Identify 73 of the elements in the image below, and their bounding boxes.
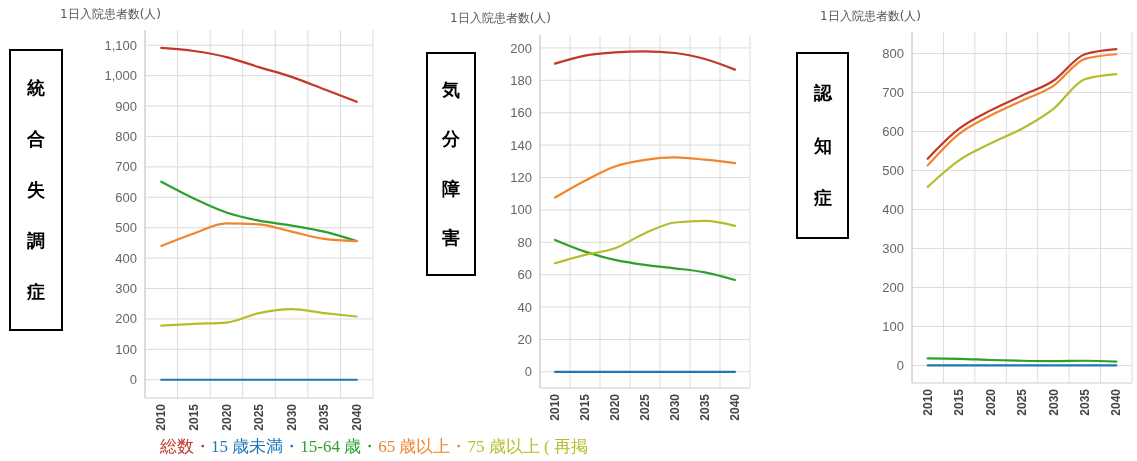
y-tick-label: 0 xyxy=(524,364,532,380)
y-tick-label: 600 xyxy=(882,124,904,139)
text: 総数・ xyxy=(159,437,211,456)
x-tick-label: 2030 xyxy=(284,403,299,431)
line-series xyxy=(553,50,737,71)
y-tick-label: 700 xyxy=(882,85,904,100)
y-tick-label: 800 xyxy=(115,129,137,144)
line-series xyxy=(160,46,358,103)
y-tick-label: 200 xyxy=(882,280,904,295)
line-series xyxy=(553,219,737,265)
text: 15 歳未満・ xyxy=(211,437,301,456)
y-tick-label: 0 xyxy=(896,358,904,373)
y-tick-label: 200 xyxy=(115,311,137,327)
x-tick-label: 2035 xyxy=(1078,388,1093,416)
y-tick-label: 400 xyxy=(115,250,137,266)
y-tick-label: 300 xyxy=(115,281,137,297)
x-tick-label: 2015 xyxy=(578,393,593,421)
y-tick-label: 500 xyxy=(882,163,904,178)
chart-title: 認知症 xyxy=(813,81,832,209)
x-tick-label: 2015 xyxy=(952,388,967,416)
y-tick-label: 500 xyxy=(115,220,137,236)
y-tick-label: 40 xyxy=(517,299,532,315)
y-tick-label: 800 xyxy=(882,46,904,61)
y-tick-label: 160 xyxy=(510,105,532,121)
text: 75 歳以上 ( 再掲 xyxy=(467,437,588,456)
x-tick-label: 2020 xyxy=(219,403,234,431)
x-tick-label: 2010 xyxy=(920,388,935,416)
line-series xyxy=(553,238,737,282)
line-series xyxy=(160,222,358,248)
y-tick-label: 100 xyxy=(882,319,904,334)
y-axis-title: 1日入院患者数(人) xyxy=(450,11,551,25)
x-tick-label: 2030 xyxy=(1046,388,1061,416)
y-tick-label: 900 xyxy=(115,98,137,114)
x-tick-label: 2025 xyxy=(1015,388,1030,416)
y-tick-label: 0 xyxy=(129,372,137,388)
y-tick-label: 300 xyxy=(882,241,904,256)
y-axis-title: 1日入院患者数(人) xyxy=(60,7,161,21)
x-tick-label: 2010 xyxy=(548,393,563,421)
x-tick-label: 2030 xyxy=(668,393,683,421)
x-tick-label: 2010 xyxy=(154,403,169,431)
chart-title: 統合失調症 xyxy=(27,77,45,302)
y-tick-label: 140 xyxy=(510,137,532,153)
line-series xyxy=(160,180,358,243)
x-tick-label: 2040 xyxy=(728,393,743,421)
x-tick-label: 2040 xyxy=(349,403,364,431)
y-tick-label: 180 xyxy=(510,72,532,88)
line-series xyxy=(553,156,737,199)
line-series xyxy=(926,73,1118,188)
y-tick-label: 1,100 xyxy=(104,37,137,53)
y-tick-label: 400 xyxy=(882,202,904,217)
y-tick-label: 1,000 xyxy=(104,68,137,84)
y-tick-label: 200 xyxy=(510,40,532,56)
y-tick-label: 80 xyxy=(517,234,532,250)
text: 15-64 歳・ xyxy=(300,437,379,456)
x-tick-label: 2025 xyxy=(638,393,653,421)
y-tick-label: 700 xyxy=(115,159,137,175)
x-tick-label: 2040 xyxy=(1109,388,1124,416)
y-tick-label: 20 xyxy=(517,331,532,347)
x-tick-label: 2035 xyxy=(317,403,332,431)
chart-title: 気分障害 xyxy=(442,79,460,248)
x-tick-label: 2035 xyxy=(698,393,713,421)
y-tick-label: 100 xyxy=(115,341,137,357)
line-series xyxy=(160,308,358,327)
y-tick-label: 100 xyxy=(510,202,532,218)
y-tick-label: 60 xyxy=(517,267,532,283)
y-axis-title: 1日入院患者数(人) xyxy=(820,9,921,23)
x-tick-label: 2020 xyxy=(608,393,623,421)
x-tick-label: 2025 xyxy=(252,403,267,431)
x-tick-label: 2020 xyxy=(983,388,998,416)
x-tick-label: 2015 xyxy=(187,403,202,431)
y-tick-label: 600 xyxy=(115,189,137,205)
y-tick-label: 120 xyxy=(510,170,532,186)
text: 65 歳以上・ xyxy=(378,437,468,456)
